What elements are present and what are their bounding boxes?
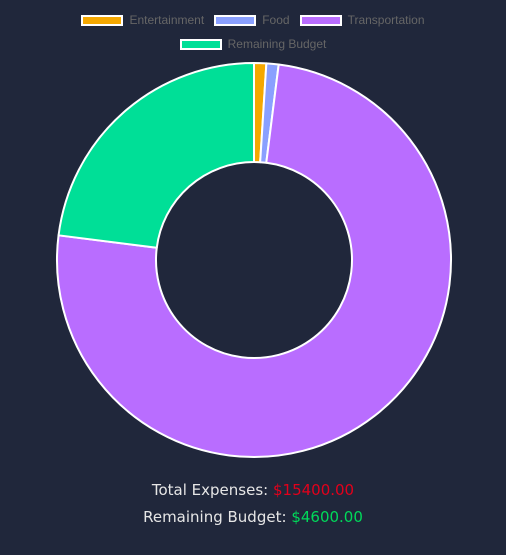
legend-label: Transportation — [347, 13, 425, 27]
legend-label: Entertainment — [129, 13, 205, 27]
legend-row: Remaining Budget — [0, 32, 506, 56]
remaining-budget-line: Remaining Budget: $4600.00 — [0, 508, 506, 526]
chart-legend: Entertainment Food Transportation Remaining… — [0, 8, 506, 56]
legend-row: Entertainment Food Transportation — [0, 8, 506, 32]
doughnut-slice-transportation[interactable] — [56, 63, 452, 458]
total-expenses-label: Total Expenses: — [151, 481, 269, 499]
legend-swatch — [179, 38, 222, 50]
total-expenses-line: Total Expenses: $15400.00 — [0, 481, 506, 499]
legend-swatch — [81, 14, 124, 26]
legend-item[interactable]: Transportation — [299, 13, 425, 27]
remaining-budget-value: $4600.00 — [291, 508, 363, 526]
doughnut-slice-remaining-budget[interactable] — [57, 62, 255, 249]
legend-item[interactable]: Food — [214, 13, 290, 27]
legend-label: Remaining Budget — [227, 37, 327, 51]
legend-item[interactable]: Remaining Budget — [179, 37, 327, 51]
legend-item[interactable]: Entertainment — [81, 13, 204, 27]
total-expenses-value: $15400.00 — [272, 481, 355, 499]
legend-swatch — [299, 14, 342, 26]
remaining-budget-label: Remaining Budget: — [143, 508, 287, 526]
legend-swatch — [214, 14, 257, 26]
legend-label: Food — [262, 13, 290, 27]
